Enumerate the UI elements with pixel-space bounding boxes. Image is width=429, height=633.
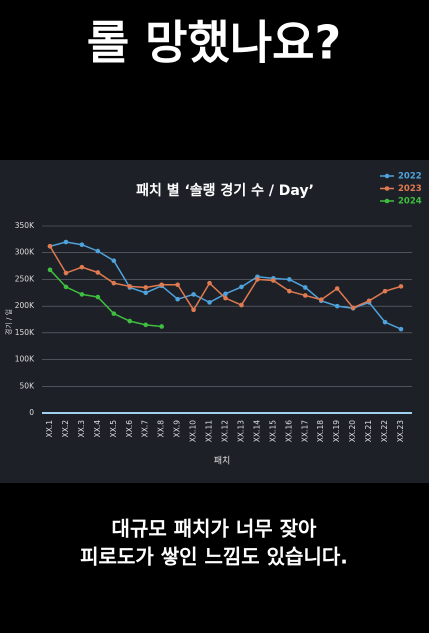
data-point <box>79 242 85 247</box>
data-point <box>95 248 101 254</box>
data-point <box>207 280 212 286</box>
data-point <box>239 284 244 290</box>
data-point <box>239 302 244 308</box>
data-point <box>382 288 388 294</box>
data-point <box>159 282 164 288</box>
legend-label: 2024 <box>398 197 422 207</box>
x-tick-label: XX.8 <box>157 420 166 438</box>
data-point <box>95 270 101 275</box>
x-tick-label: XX.12 <box>221 420 230 442</box>
legend-label: 2022 <box>398 172 422 182</box>
data-point <box>111 258 117 264</box>
data-point <box>223 295 228 301</box>
chart-panel <box>0 160 429 483</box>
series-line <box>49 269 162 328</box>
x-tick-label: XX.16 <box>284 420 293 442</box>
data-point <box>63 270 69 276</box>
x-tick-label: XX.14 <box>252 420 261 442</box>
data-point <box>63 284 69 290</box>
x-tick-label: XX.2 <box>61 420 70 438</box>
x-tick-label: XX.6 <box>125 420 134 438</box>
data-point <box>350 305 356 311</box>
headline: 롤 망했나요? <box>87 16 341 70</box>
data-point <box>302 293 308 298</box>
y-tick-label: 250K <box>15 274 35 283</box>
data-point <box>255 277 260 282</box>
data-point <box>223 291 228 297</box>
legend-dot <box>384 198 390 204</box>
data-point <box>398 284 404 289</box>
y-tick-label: 0 <box>29 408 34 417</box>
data-point <box>63 239 69 245</box>
data-point <box>111 311 117 316</box>
y-tick-label: 150K <box>15 328 35 337</box>
x-axis-label: 패치 <box>214 455 231 467</box>
x-tick-label: XX.15 <box>268 420 277 442</box>
x-tick-label: XX.18 <box>316 420 325 442</box>
x-tick-label: XX.3 <box>77 420 86 438</box>
y-tick-label: 300K <box>15 248 35 257</box>
legend-dot <box>384 186 390 191</box>
data-point <box>191 307 196 313</box>
legend-label: 2023 <box>398 184 422 194</box>
data-point <box>207 300 212 305</box>
data-point <box>191 292 196 297</box>
data-point <box>175 282 180 288</box>
y-tick-label: 200K <box>15 301 35 310</box>
data-point <box>382 319 388 325</box>
data-point <box>159 324 164 329</box>
data-point <box>143 290 149 296</box>
x-tick-label: XX.17 <box>300 420 309 442</box>
x-tick-label: XX.9 <box>173 420 182 438</box>
data-point <box>79 292 85 297</box>
x-tick-label: XX.13 <box>236 420 245 442</box>
caption-line: 피로도가 쌓인 느낌도 있습니다. <box>80 545 348 569</box>
data-point <box>47 267 53 273</box>
data-point <box>366 298 372 304</box>
data-point <box>287 277 292 282</box>
data-point <box>143 285 149 290</box>
x-tick-label: XX.20 <box>348 420 357 442</box>
data-point <box>79 264 85 270</box>
y-tick-label: 50K <box>20 381 36 390</box>
x-tick-label: XX.11 <box>205 420 214 442</box>
y-tick-label: 350K <box>15 221 35 230</box>
x-tick-label: XX.5 <box>109 420 118 438</box>
data-point <box>95 294 101 300</box>
data-point <box>271 278 276 283</box>
y-axis-label: 경기 / 일 <box>4 309 13 335</box>
data-point <box>302 285 308 290</box>
caption-line: 대규모 패치가 너무 잦아 <box>112 517 317 541</box>
data-point <box>175 296 180 302</box>
x-tick-label: XX.21 <box>364 420 373 442</box>
data-point <box>143 322 149 328</box>
x-tick-label: XX.22 <box>380 420 389 442</box>
x-tick-label: XX.10 <box>189 420 198 442</box>
data-point <box>334 286 340 291</box>
data-point <box>287 288 292 294</box>
legend-dot <box>384 173 390 179</box>
x-tick-label: XX.7 <box>141 420 150 438</box>
chart-title: 패치 별 ‘솔랭 경기 수 / Day’ <box>136 182 314 199</box>
y-tick-label: 100K <box>15 355 35 364</box>
data-point <box>318 297 324 303</box>
data-point <box>47 244 53 249</box>
data-point <box>111 280 117 286</box>
x-tick-label: XX.1 <box>45 420 54 438</box>
x-tick-label: XX.23 <box>396 420 405 442</box>
data-point <box>398 326 404 332</box>
x-tick-label: XX.19 <box>332 420 341 442</box>
data-point <box>127 284 133 289</box>
data-point <box>127 318 133 324</box>
data-point <box>334 303 340 309</box>
x-tick-label: XX.4 <box>93 420 102 438</box>
